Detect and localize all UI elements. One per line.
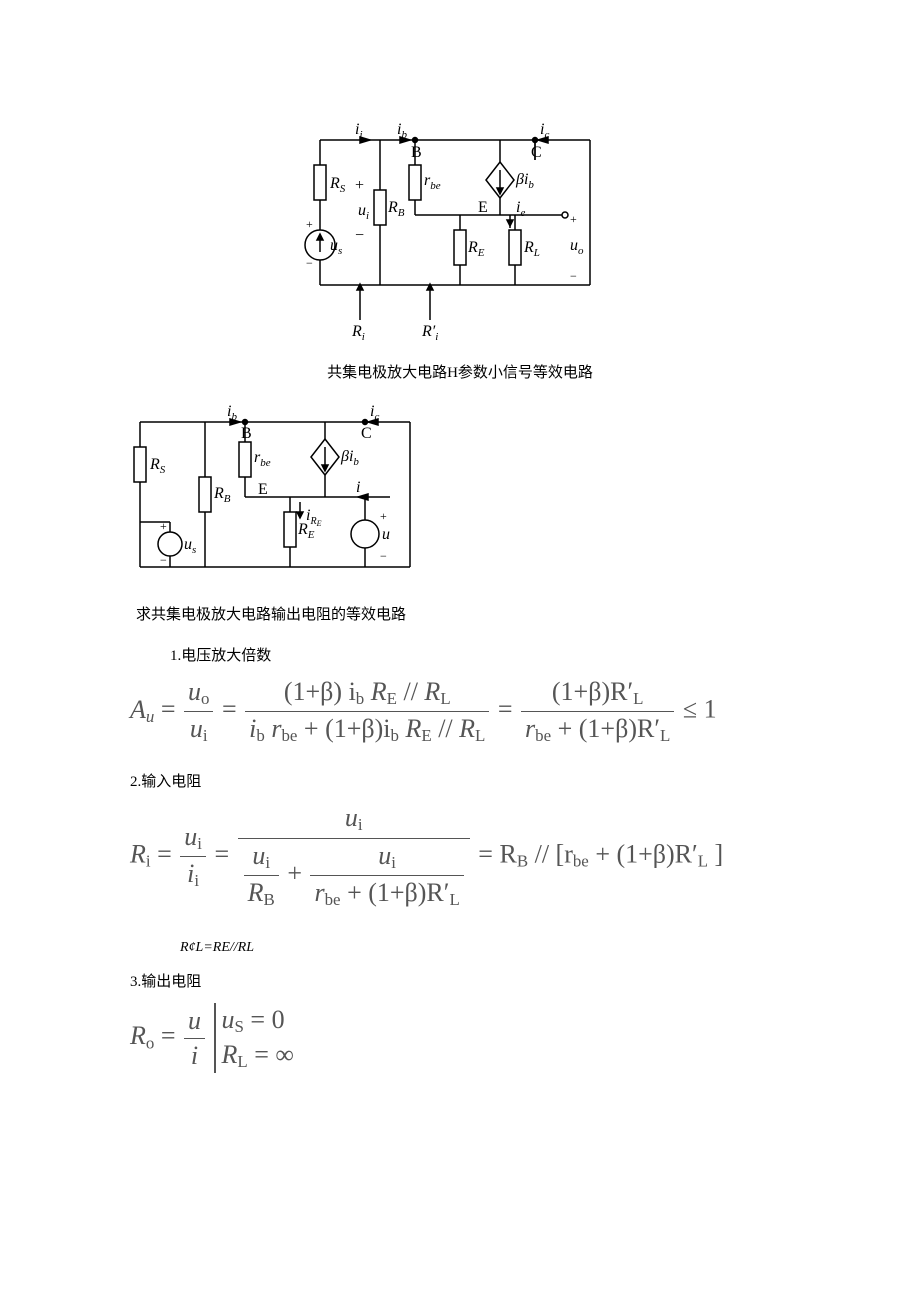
figure-2: ib ic B C RS RB rbe βib E i RE iRE us u … — [130, 402, 790, 624]
svg-text:ib: ib — [397, 121, 407, 141]
circuit-diagram-2: ib ic B C RS RB rbe βib E i RE iRE us u … — [130, 402, 440, 592]
figure-1: ii ib ic B C RS RB rbe βib E ie RE RL us… — [130, 120, 790, 382]
svg-text:+: + — [306, 217, 313, 231]
svg-text:ib: ib — [227, 403, 237, 423]
svg-text:us: us — [184, 536, 196, 556]
svg-text:rbe: rbe — [254, 449, 271, 469]
svg-text:RB: RB — [213, 485, 231, 505]
svg-text:−: − — [355, 227, 364, 244]
svg-text:+: + — [355, 177, 364, 194]
note-RL: R¢L=RE//RL — [180, 940, 790, 956]
svg-text:βib: βib — [340, 448, 359, 468]
svg-text:−: − — [380, 549, 387, 563]
svg-text:−: − — [306, 256, 313, 270]
formula-Au: Au = uo ui = (1+β) ib RE // RL ib rbe + … — [130, 677, 790, 746]
figure-1-caption: 共集电极放大电路H参数小信号等效电路 — [130, 361, 790, 382]
svg-text:βib: βib — [515, 171, 534, 191]
svg-text:E: E — [478, 199, 488, 216]
svg-text:+: + — [570, 212, 577, 226]
svg-text:−: − — [570, 269, 577, 283]
svg-text:iRE: iRE — [306, 507, 322, 528]
formula-Ri: Ri = ui ii = ui ui RB + ui rbe + (1+β)R′… — [130, 803, 790, 910]
svg-text:Ri: Ri — [351, 323, 365, 343]
svg-text:E: E — [258, 481, 268, 498]
svg-text:RS: RS — [149, 456, 166, 476]
svg-text:ii: ii — [355, 121, 363, 141]
svg-text:u: u — [382, 526, 390, 543]
heading-2: 2.输入电阻 — [130, 770, 790, 791]
circuit-diagram-1: ii ib ic B C RS RB rbe βib E ie RE RL us… — [300, 120, 620, 350]
svg-text:ui: ui — [358, 202, 369, 222]
svg-text:B: B — [241, 425, 252, 442]
svg-text:ic: ic — [540, 121, 549, 141]
svg-text:RB: RB — [387, 199, 405, 219]
figure-2-caption: 求共集电极放大电路输出电阻的等效电路 — [136, 603, 790, 624]
svg-text:i: i — [356, 479, 360, 496]
svg-text:rbe: rbe — [424, 172, 441, 192]
svg-text:RL: RL — [523, 239, 540, 259]
svg-text:R′i: R′i — [421, 323, 438, 343]
svg-text:C: C — [531, 144, 542, 161]
formula-Ro: Ro = u i uS = 0 RL = ∞ — [130, 1003, 790, 1073]
svg-text:−: − — [160, 553, 167, 567]
svg-text:C: C — [361, 425, 372, 442]
heading-1: 1.电压放大倍数 — [170, 644, 790, 665]
svg-text:RE: RE — [467, 239, 485, 259]
svg-text:ic: ic — [370, 403, 379, 423]
svg-text:+: + — [380, 509, 387, 523]
svg-text:RS: RS — [329, 175, 346, 195]
svg-text:+: + — [160, 519, 167, 533]
svg-text:B: B — [411, 144, 422, 161]
svg-text:uo: uo — [570, 237, 584, 257]
heading-3: 3.输出电阻 — [130, 970, 790, 991]
svg-text:ie: ie — [516, 199, 525, 219]
